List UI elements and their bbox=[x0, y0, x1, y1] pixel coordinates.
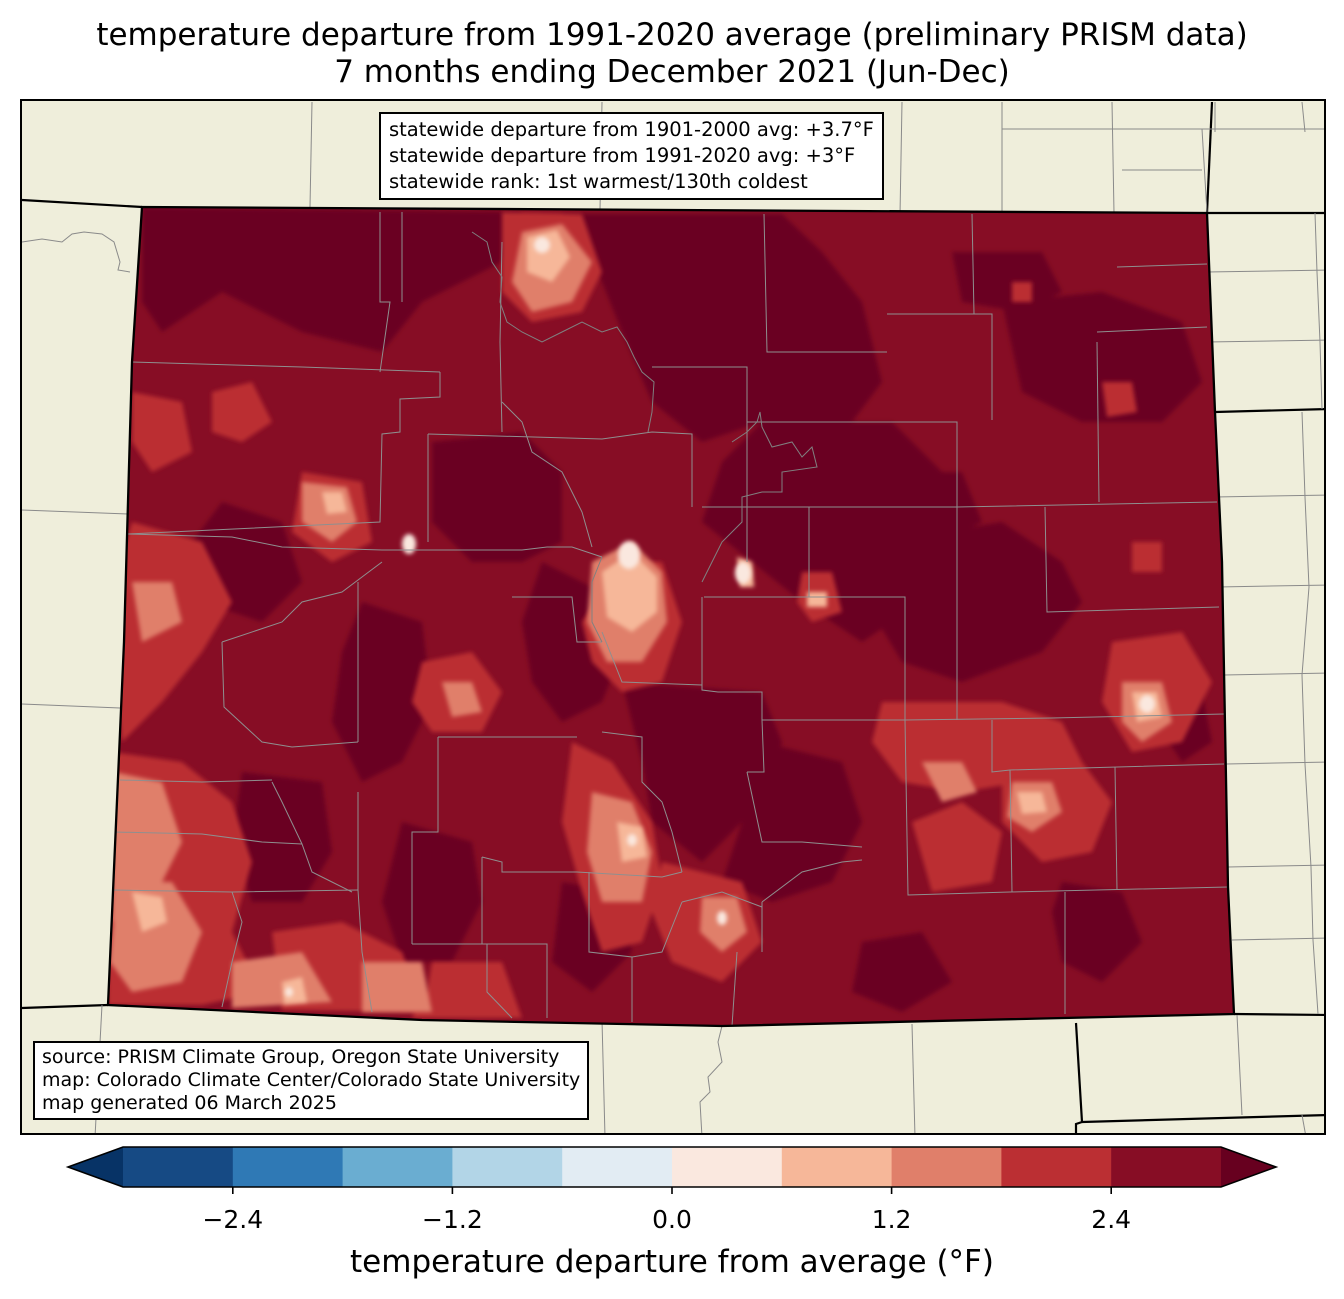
statewide-stats-box: statewide departure from 1901-2000 avg: … bbox=[379, 112, 884, 200]
source-line-3: map generated 06 March 2025 bbox=[42, 1092, 337, 1114]
stats-line-1: statewide departure from 1901-2000 avg: … bbox=[389, 118, 874, 141]
colorado-border bbox=[106, 205, 1236, 1028]
colorbar-bin bbox=[452, 1147, 563, 1187]
colorbar-bin bbox=[342, 1147, 453, 1187]
map-title-line2: 7 months ending December 2021 (Jun-Dec) bbox=[334, 54, 1010, 90]
colorbar-under-arrow bbox=[68, 1147, 123, 1187]
map-title-line1: temperature departure from 1991-2020 ave… bbox=[96, 17, 1248, 53]
colorbar-bin bbox=[1001, 1147, 1112, 1187]
colorbar bbox=[65, 1146, 1279, 1194]
colorbar-bin bbox=[672, 1147, 783, 1187]
colorbar-tick-marks bbox=[232, 1187, 1112, 1194]
colorbar-tick-label: 2.4 bbox=[1091, 1205, 1132, 1234]
temperature-field bbox=[108, 207, 1234, 1026]
colorbar-outline bbox=[65, 1146, 1279, 1188]
colorbar-bin bbox=[123, 1147, 234, 1187]
neighbor-county-lines bbox=[22, 101, 1324, 1133]
colorbar-over-arrow bbox=[1221, 1147, 1276, 1187]
colorbar-bin bbox=[891, 1147, 1002, 1187]
colorbar-bin bbox=[781, 1147, 893, 1187]
colorbar-bin bbox=[562, 1147, 673, 1187]
source-box: source: PRISM Climate Group, Oregon Stat… bbox=[33, 1041, 590, 1120]
colorbar-bin bbox=[1111, 1147, 1222, 1187]
source-line-1: source: PRISM Climate Group, Oregon Stat… bbox=[42, 1046, 560, 1068]
colorbar-tick-label: −2.4 bbox=[202, 1205, 264, 1234]
divide-line bbox=[471, 231, 818, 643]
colorbar-tick-label: 1.2 bbox=[871, 1205, 912, 1234]
stats-line-2: statewide departure from 1991-2020 avg: … bbox=[389, 144, 856, 167]
colorbar-tick-label: −1.2 bbox=[422, 1205, 483, 1234]
neighbor-state-borders bbox=[22, 101, 1324, 1133]
map-frame: statewide departure from 1901-2000 avg: … bbox=[20, 99, 1326, 1135]
colorbar-bin bbox=[232, 1147, 344, 1187]
colorbar-bins bbox=[123, 1147, 1222, 1187]
colorbar-label: temperature departure from average (°F) bbox=[350, 1244, 994, 1280]
source-line-2: map: Colorado Climate Center/Colorado St… bbox=[42, 1069, 581, 1091]
stats-line-3: statewide rank: 1st warmest/130th coldes… bbox=[389, 170, 808, 193]
colorbar-tick-label: 0.0 bbox=[652, 1205, 692, 1234]
colorado-map bbox=[22, 101, 1324, 1133]
